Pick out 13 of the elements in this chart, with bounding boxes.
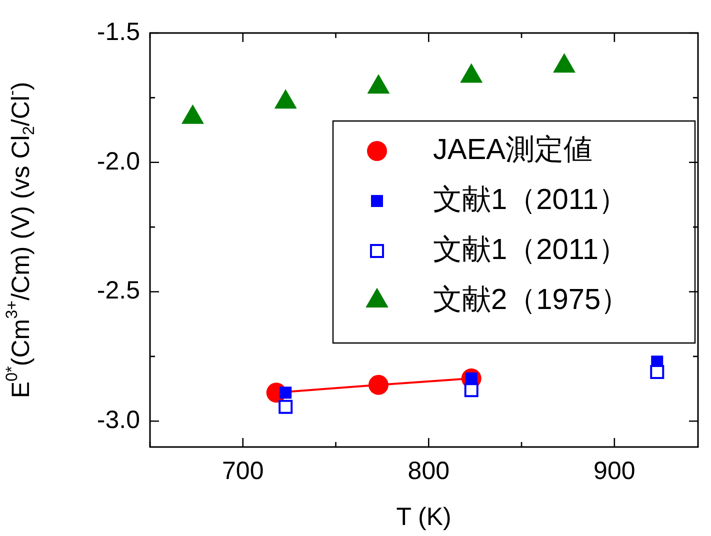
y-tick-label: -1.5 xyxy=(96,18,140,46)
text: E0*(Cm3+/Cm) (V) (vs Cl2/Cl-) xyxy=(2,82,38,398)
legend-label: 文献1（2011） xyxy=(433,184,628,216)
y-tick-label: -2.5 xyxy=(96,276,140,305)
legend-label: 文献1（2011） xyxy=(433,234,628,266)
y-tick-label: -3.0 xyxy=(96,406,140,434)
y-tick-label: -2.0 xyxy=(96,147,140,176)
legend-label: 文献2（1975） xyxy=(433,284,630,316)
x-tick-label: 800 xyxy=(408,456,450,485)
x-tick-label: 700 xyxy=(222,456,264,485)
legend-label: JAEA測定値 xyxy=(433,134,593,166)
x-tick-label: 900 xyxy=(594,456,636,485)
x-axis-title: T (K) xyxy=(396,502,452,531)
